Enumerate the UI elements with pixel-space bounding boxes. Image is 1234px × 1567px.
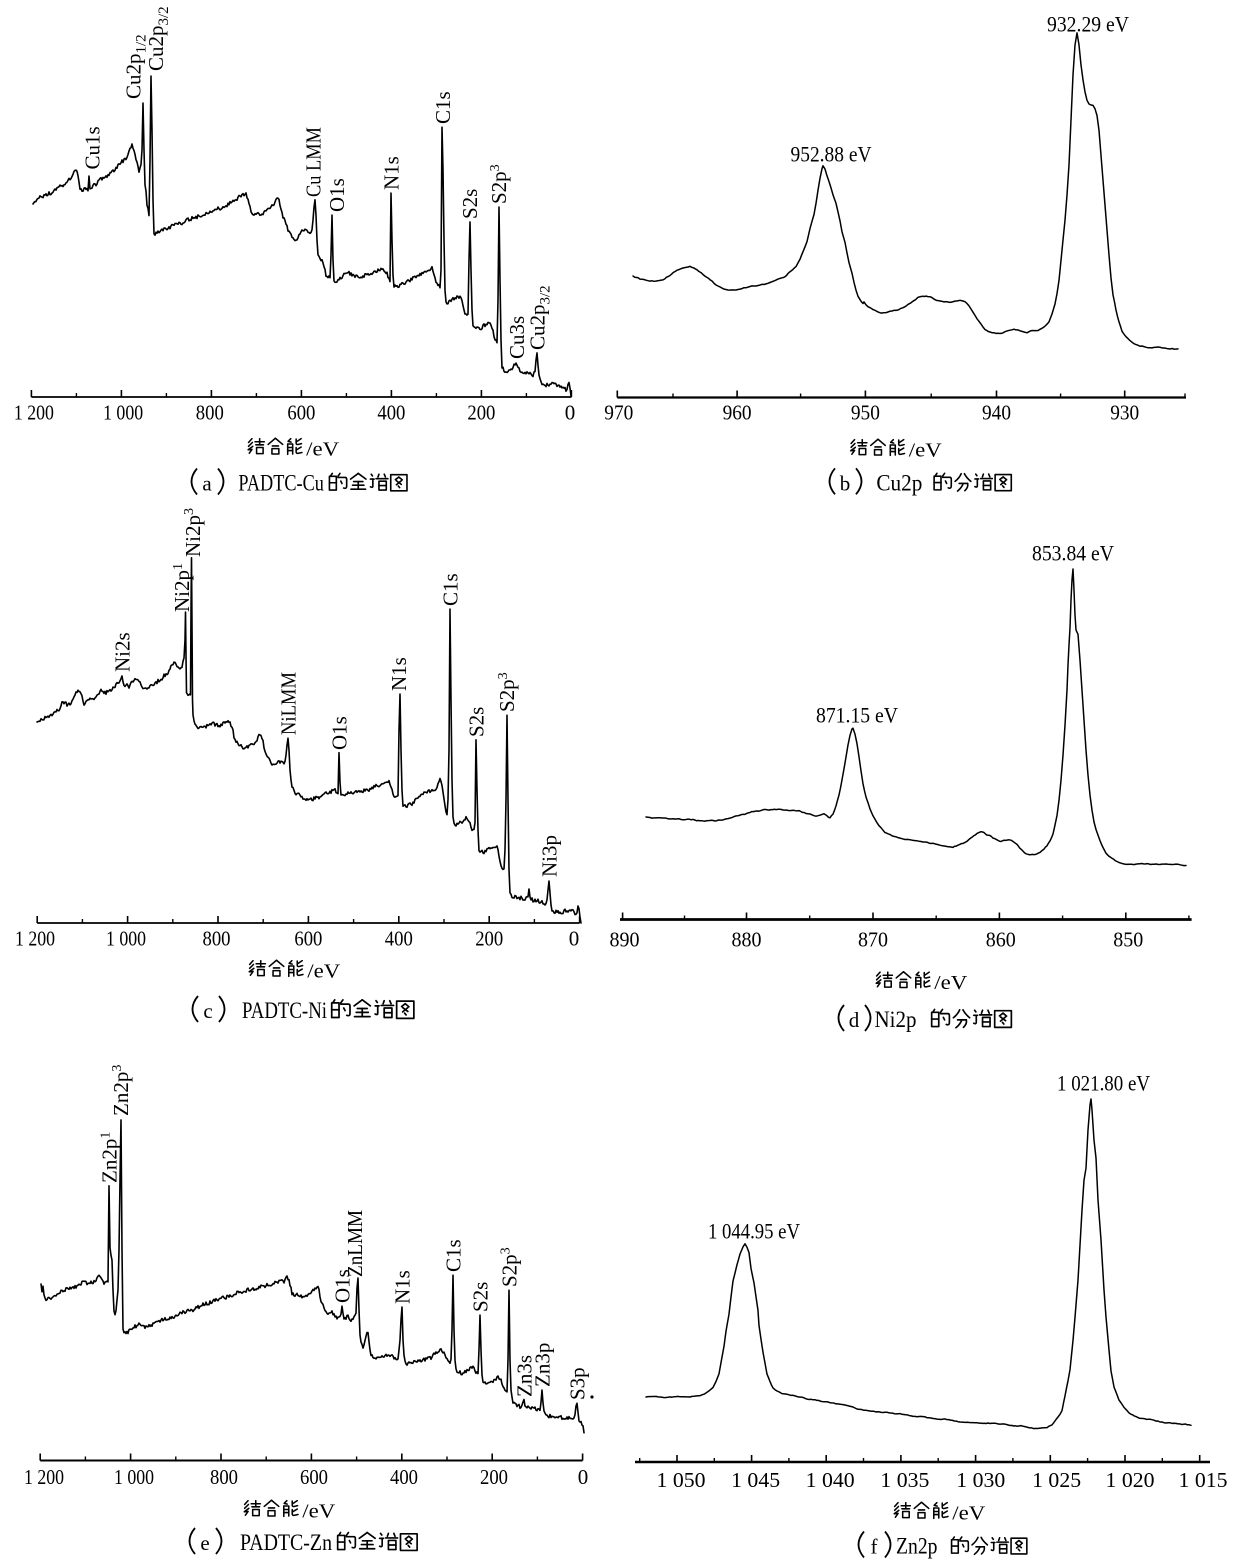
svg-text:Ni2s: Ni2s (111, 632, 135, 672)
svg-text:0: 0 (578, 1465, 589, 1489)
svg-text:b: b (840, 471, 851, 495)
svg-text:860: 860 (986, 928, 1016, 952)
svg-text:ZnLMM: ZnLMM (343, 1210, 367, 1277)
svg-text:871.15 eV: 871.15 eV (816, 703, 898, 728)
svg-text:1 045: 1 045 (731, 1468, 780, 1492)
svg-text:970: 970 (604, 401, 633, 425)
svg-text:600: 600 (287, 401, 315, 425)
svg-text:960: 960 (723, 401, 752, 425)
svg-text:853.84 eV: 853.84 eV (1032, 541, 1114, 566)
svg-text:800: 800 (203, 927, 231, 951)
svg-text:1 200: 1 200 (24, 1465, 64, 1489)
svg-text:c: c (203, 999, 212, 1023)
svg-text:N1s: N1s (380, 156, 404, 190)
svg-text:Cu LMM: Cu LMM (302, 127, 326, 197)
svg-text:932.29 eV: 932.29 eV (1047, 12, 1129, 37)
svg-text:Zn2p1: Zn2p1 (98, 1132, 122, 1183)
svg-text:Ni2p3: Ni2p3 (181, 508, 205, 557)
svg-text:PADTC-Cu: PADTC-Cu (238, 471, 324, 496)
svg-text:400: 400 (385, 927, 413, 951)
svg-text:e: e (200, 1531, 209, 1555)
svg-text:1 030: 1 030 (956, 1468, 1005, 1492)
svg-text:PADTC-Ni: PADTC-Ni (242, 998, 327, 1023)
svg-text:a: a (202, 472, 212, 496)
svg-text:/eV: /eV (307, 961, 340, 982)
svg-text:880: 880 (732, 928, 762, 952)
svg-text:1 025: 1 025 (1032, 1468, 1081, 1492)
svg-text:850: 850 (1113, 928, 1143, 952)
svg-text:Zn2p: Zn2p (896, 1534, 938, 1559)
svg-text:Zn3p: Zn3p (531, 1343, 555, 1387)
svg-text:1 000: 1 000 (106, 927, 146, 951)
svg-text:1 050: 1 050 (657, 1468, 706, 1492)
svg-text:/eV: /eV (306, 439, 339, 460)
svg-text:600: 600 (294, 927, 322, 951)
svg-text:Zn3s: Zn3s (513, 1355, 537, 1397)
svg-text:C1s: C1s (442, 1239, 466, 1272)
svg-text:0: 0 (565, 401, 576, 425)
svg-text:400: 400 (390, 1465, 418, 1489)
svg-text:S2s: S2s (465, 707, 489, 737)
svg-text:1 015: 1 015 (1179, 1468, 1228, 1492)
svg-text:Cu3s: Cu3s (505, 316, 529, 359)
svg-text:952.88 eV: 952.88 eV (791, 142, 872, 167)
svg-text:800: 800 (210, 1465, 238, 1489)
svg-text:1 044.95 eV: 1 044.95 eV (708, 1219, 800, 1244)
svg-text:N1s: N1s (387, 657, 411, 691)
svg-text:870: 870 (858, 928, 888, 952)
svg-text:Ni2p: Ni2p (875, 1007, 917, 1032)
svg-text:1 020: 1 020 (1106, 1468, 1155, 1492)
svg-text:O1s: O1s (331, 1269, 355, 1303)
svg-text:/eV: /eV (302, 1501, 335, 1522)
svg-text:Cu2p: Cu2p (876, 470, 922, 495)
svg-text:O1s: O1s (328, 716, 352, 750)
svg-text:1 040: 1 040 (806, 1468, 855, 1492)
svg-text:f: f (871, 1535, 878, 1559)
svg-text:/eV: /eV (934, 973, 967, 994)
svg-text:N1s: N1s (391, 1270, 415, 1304)
svg-text:200: 200 (467, 401, 495, 425)
svg-text:1 000: 1 000 (103, 401, 143, 425)
svg-text:S2s: S2s (469, 1282, 493, 1312)
svg-text:d: d (849, 1008, 860, 1032)
svg-text:940: 940 (982, 401, 1011, 425)
svg-text:0: 0 (569, 927, 580, 951)
svg-text:Cu1s: Cu1s (81, 126, 105, 169)
svg-text:/eV: /eV (909, 440, 942, 461)
svg-text:NiLMM: NiLMM (277, 672, 301, 735)
svg-text:PADTC-Zn: PADTC-Zn (240, 1530, 332, 1555)
svg-text:Ni3p: Ni3p (538, 835, 562, 877)
svg-text:Ni2p1: Ni2p1 (170, 563, 194, 612)
svg-text:200: 200 (475, 927, 503, 951)
svg-text:1 200: 1 200 (15, 927, 55, 951)
svg-text:950: 950 (851, 401, 880, 425)
svg-text:600: 600 (300, 1465, 328, 1489)
svg-text:/eV: /eV (952, 1503, 985, 1524)
svg-text:930: 930 (1110, 401, 1139, 425)
svg-text:800: 800 (196, 401, 224, 425)
svg-text:1 021.80 eV: 1 021.80 eV (1057, 1071, 1150, 1096)
svg-text:1 200: 1 200 (14, 401, 54, 425)
svg-text:C1s: C1s (431, 91, 455, 124)
svg-text:O1s: O1s (325, 178, 349, 212)
svg-text:1 035: 1 035 (880, 1468, 929, 1492)
svg-text:S2s: S2s (458, 189, 482, 219)
svg-text:S3p: S3p (566, 1367, 590, 1400)
svg-text:200: 200 (480, 1465, 508, 1489)
svg-text:Zn2p3: Zn2p3 (109, 1065, 133, 1116)
svg-text:890: 890 (610, 928, 640, 952)
svg-text:400: 400 (377, 401, 405, 425)
svg-text:1 000: 1 000 (114, 1465, 154, 1489)
svg-text:C1s: C1s (439, 573, 463, 606)
